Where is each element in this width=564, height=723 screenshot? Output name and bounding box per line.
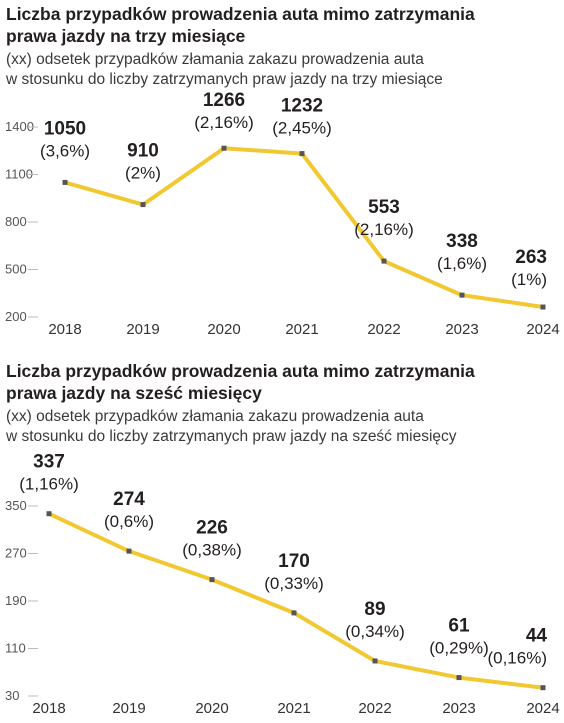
y-tick-label: 500	[5, 262, 27, 277]
x-tick-label: 2020	[195, 700, 228, 717]
y-tick-label: 800	[5, 214, 27, 229]
percent-label: (1,6%)	[437, 254, 487, 273]
x-tick-label: 2021	[285, 321, 318, 338]
value-label: 263	[515, 247, 547, 268]
percent-label: (3,6%)	[40, 141, 90, 160]
x-tick-label: 2019	[126, 321, 159, 338]
percent-label: (1%)	[511, 270, 547, 289]
value-label: 338	[446, 231, 478, 252]
percent-label: (1,16%)	[19, 475, 79, 494]
x-tick-label: 2020	[207, 321, 240, 338]
data-point	[459, 292, 465, 298]
x-tick-label: 2024	[526, 321, 559, 338]
data-point	[291, 610, 297, 616]
percent-label: (2,16%)	[354, 220, 414, 239]
value-label: 170	[278, 551, 310, 572]
x-tick-label: 2019	[112, 700, 145, 717]
value-label: 1266	[203, 90, 245, 111]
data-point	[540, 304, 546, 310]
data-point	[126, 548, 132, 554]
data-point	[372, 658, 378, 664]
y-tick-label: 30	[5, 688, 19, 703]
chart-1-title: Liczba przypadków prowadzenia auta mimo …	[6, 4, 475, 46]
x-tick-label: 2022	[358, 700, 391, 717]
x-tick-label: 2018	[48, 321, 81, 338]
series-line	[47, 511, 545, 690]
value-label: 1232	[281, 96, 323, 117]
percent-label: (2,16%)	[194, 113, 254, 132]
percent-label: (0,34%)	[345, 622, 405, 641]
percent-label: (2%)	[125, 164, 161, 183]
value-label: 1050	[44, 118, 86, 139]
x-tick-label: 2021	[277, 700, 310, 717]
percent-label: (0,6%)	[104, 512, 154, 531]
chart-1-subtitle: (xx) odsetek przypadków złamania zakazu …	[6, 51, 443, 88]
x-tick-label: 2023	[445, 321, 478, 338]
percent-label: (0,33%)	[264, 574, 324, 593]
data-point	[540, 685, 546, 691]
value-label: 274	[113, 489, 145, 510]
value-label: 226	[196, 518, 228, 539]
value-label: 553	[368, 197, 400, 218]
chart-2-subtitle: (xx) odsetek przypadków złamania zakazu …	[6, 408, 457, 445]
data-point	[456, 675, 462, 681]
value-label: 910	[127, 141, 159, 162]
chart-1-plot: 200 500 800 1100 1400 2018 2019 2020 2021 2022 202…	[5, 90, 560, 338]
data-point	[46, 511, 52, 517]
percent-label: (0,38%)	[182, 541, 242, 560]
data-point	[221, 145, 227, 151]
data-point	[62, 179, 68, 185]
y-tick-label: 350	[5, 498, 27, 513]
chart-1: Liczba przypadków prowadzenia auta mimo …	[0, 0, 564, 345]
value-label: 337	[33, 452, 65, 473]
data-point	[209, 577, 215, 583]
value-label: 61	[448, 616, 470, 637]
value-label: 89	[364, 599, 385, 620]
percent-label: (0,16%)	[487, 649, 547, 668]
y-tick-label: 1400	[5, 119, 34, 134]
percent-label: (2,45%)	[272, 119, 332, 138]
x-tick-label: 2024	[526, 700, 559, 717]
x-tick-label: 2018	[32, 700, 65, 717]
x-tick-label: 2022	[367, 321, 400, 338]
y-tick-label: 270	[5, 546, 27, 561]
y-tick-label: 200	[5, 309, 27, 324]
data-point	[140, 202, 146, 208]
chart-2-title: Liczba przypadków prowadzenia auta mimo …	[6, 361, 475, 403]
percent-label: (0,29%)	[429, 639, 489, 658]
x-tick-label: 2023	[442, 700, 475, 717]
data-point	[299, 151, 305, 157]
y-tick-label: 190	[5, 593, 27, 608]
value-label: 44	[526, 626, 548, 647]
y-tick-label: 110	[5, 641, 26, 656]
data-point	[381, 258, 387, 264]
y-tick-label: 1100	[5, 167, 33, 182]
